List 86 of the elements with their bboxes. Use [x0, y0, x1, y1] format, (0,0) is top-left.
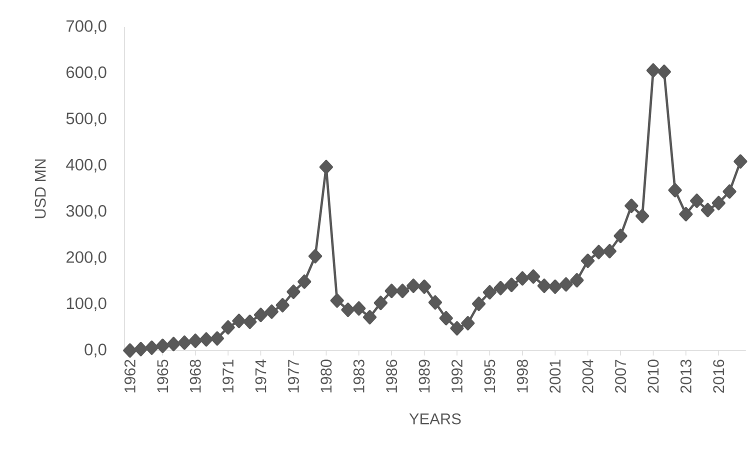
- point: [461, 316, 475, 330]
- point: [243, 314, 257, 330]
- point: [614, 228, 628, 244]
- point: [624, 198, 638, 214]
- x-tick-label: 1962: [124, 360, 136, 392]
- x-tick-label: 1998: [516, 360, 528, 392]
- point: [199, 332, 214, 347]
- point: [384, 284, 398, 298]
- point: [472, 296, 486, 312]
- point: [580, 254, 595, 268]
- x-tick-label: 1992: [452, 360, 462, 392]
- point: [308, 249, 322, 264]
- point: [712, 196, 726, 210]
- point: [319, 160, 334, 174]
- point: [166, 336, 180, 352]
- point: [406, 278, 420, 293]
- point: [210, 331, 224, 346]
- point: [559, 277, 573, 292]
- point: [548, 280, 562, 294]
- x-tick-label: 2001: [550, 360, 561, 393]
- point: [690, 194, 704, 208]
- x-tick-label: 1965: [157, 360, 168, 392]
- x-tick-label: 1989: [418, 360, 430, 392]
- point: [276, 298, 290, 312]
- point: [330, 293, 344, 308]
- point: [232, 314, 246, 328]
- point: [417, 280, 432, 294]
- point: [592, 244, 606, 260]
- y-tick-label: 600,0: [66, 66, 106, 80]
- point: [352, 301, 366, 316]
- point: [646, 63, 660, 78]
- point: [396, 284, 410, 298]
- x-tick-label: 2007: [615, 360, 626, 393]
- point: [537, 278, 552, 293]
- point: [679, 206, 693, 222]
- point: [526, 269, 540, 284]
- x-tick-label: 1983: [353, 360, 364, 392]
- point: [450, 321, 464, 336]
- point: [657, 64, 671, 80]
- x-tick-label: 1980: [320, 360, 332, 392]
- point: [722, 184, 736, 199]
- y-tick-label: 100,0: [66, 297, 106, 312]
- x-tick-label: 2010: [648, 360, 659, 393]
- y-tick-label: 0,0: [84, 344, 106, 358]
- point: [134, 342, 148, 356]
- x-tick-label: 2016: [713, 360, 724, 393]
- point: [636, 208, 650, 224]
- point: [221, 320, 235, 335]
- point: [362, 310, 377, 324]
- point: [123, 343, 137, 358]
- point: [264, 304, 278, 319]
- point: [504, 278, 518, 292]
- x-tick-label: 1971: [222, 360, 234, 392]
- point: [482, 285, 497, 300]
- point: [602, 244, 616, 258]
- point: [188, 334, 202, 348]
- point: [298, 274, 312, 289]
- x-tick-label: 1968: [190, 360, 201, 392]
- x-tick-label: 1977: [288, 360, 299, 392]
- y-tick-label: 700,0: [66, 20, 106, 34]
- point: [570, 273, 584, 288]
- x-tick-label: 2013: [680, 360, 692, 393]
- y-tick-label: 400,0: [66, 158, 106, 172]
- x-tick-label: 1995: [484, 360, 496, 392]
- point: [156, 338, 170, 354]
- x-tick-label: 2004: [582, 359, 594, 393]
- x-tick-label: 1986: [386, 360, 398, 392]
- point: [734, 154, 748, 169]
- y-tick-label: 300,0: [66, 205, 106, 219]
- point: [668, 182, 682, 198]
- point: [428, 295, 442, 310]
- y-tick-label: 200,0: [66, 251, 106, 265]
- point: [439, 310, 453, 326]
- point: [254, 308, 268, 322]
- x-tick-label: 1974: [255, 359, 266, 392]
- point: [374, 296, 388, 310]
- point: [178, 335, 192, 350]
- point: [286, 284, 300, 300]
- point: [494, 280, 508, 296]
- point: [341, 302, 355, 318]
- point: [700, 202, 715, 218]
- y-axis-title: USD MN: [34, 159, 46, 218]
- point: [144, 340, 159, 355]
- y-tick-label: 500,0: [66, 112, 106, 126]
- point: [516, 271, 530, 286]
- x-axis-title: YEARS: [409, 413, 461, 424]
